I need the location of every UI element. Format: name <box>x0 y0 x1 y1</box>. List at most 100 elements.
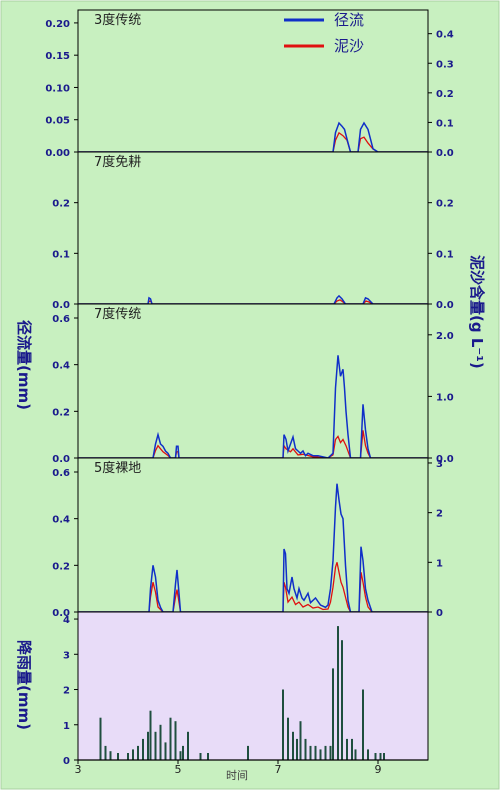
panel-4: 0.0 0.2 0.4 0.6 0 1 2 3 5度裸地 <box>52 457 443 619</box>
x-tick-label: 3 <box>75 763 82 776</box>
right-tick-label: 0.1 <box>436 249 454 260</box>
rain-bar <box>379 753 382 760</box>
rain-bar <box>351 738 353 760</box>
rain-bar <box>332 668 334 760</box>
panel-plot-area <box>77 303 429 459</box>
left-tick-label: 0.00 <box>45 148 70 159</box>
right-tick-label: 2.0 <box>436 331 454 342</box>
left-tick-label: 0.0 <box>52 300 70 311</box>
rain-plot-area <box>77 611 429 761</box>
rain-bar <box>147 731 149 760</box>
rain-bar <box>182 745 184 760</box>
left-tick-label: 0.0 <box>52 608 70 619</box>
panel-1: 0.00 0.05 0.10 0.15 0.20 0.0 0.1 0.2 0.3 0.4 3度传统 <box>45 9 454 159</box>
panel-title: 7度免耕 <box>94 154 141 170</box>
rain-bar <box>292 731 294 760</box>
rain-bar <box>159 724 162 760</box>
legend-label-1: 径流 <box>334 11 364 29</box>
right-tick-label: 0.0 <box>436 454 454 465</box>
rain-bar <box>154 731 157 760</box>
rain-bar <box>109 751 112 760</box>
right-tick-label: 0.2 <box>436 199 454 210</box>
rain-bar <box>367 749 369 760</box>
rain-bar <box>324 745 327 760</box>
left-tick-label: 0.10 <box>45 83 70 94</box>
panel-plot-area <box>77 151 429 305</box>
right-tick-label: 0.1 <box>436 118 454 129</box>
right-tick-label: 2 <box>436 509 443 520</box>
left-tick-label: 0.4 <box>52 515 70 526</box>
rain-bar <box>207 753 209 760</box>
rain-bar <box>374 753 377 760</box>
panel-title: 3度传统 <box>94 12 141 28</box>
x-tick-label: 9 <box>375 763 382 776</box>
rain-tick-label: 1 <box>63 721 70 732</box>
left-tick-label: 0.05 <box>45 116 70 127</box>
rain-bar <box>179 751 182 760</box>
rain-bar <box>149 710 152 760</box>
right-tick-label: 1 <box>436 558 443 569</box>
rain-bar <box>169 717 172 760</box>
left-tick-label: 0.2 <box>52 407 70 418</box>
rain-bar <box>299 721 302 760</box>
rain-bar <box>99 717 102 760</box>
rain-tick-label: 0 <box>63 756 70 767</box>
right-tick-label: 0.2 <box>436 89 454 100</box>
rain-bar <box>287 717 289 760</box>
right-tick-label: 0.0 <box>436 300 454 311</box>
rain-bar <box>309 745 312 760</box>
rain-bar <box>304 738 307 760</box>
rain-bar <box>314 745 317 760</box>
left-tick-label: 0.15 <box>45 51 70 62</box>
rain-tick-label: 2 <box>63 686 70 697</box>
right-tick-label: 0.3 <box>436 59 454 70</box>
rain-bar <box>137 745 139 760</box>
panel-title: 7度传统 <box>94 306 141 322</box>
rain-bar <box>354 749 357 760</box>
rain-bar <box>104 745 107 760</box>
rain-bar <box>199 753 202 760</box>
right-tick-label: 1.0 <box>436 392 454 403</box>
rain-tick-label: 4 <box>63 615 70 626</box>
rain-bar <box>117 753 119 760</box>
rain-bar <box>337 626 339 760</box>
runoff-series-line <box>78 355 428 459</box>
left-tick-label: 0.4 <box>52 361 70 372</box>
sediment-series-line <box>78 299 428 305</box>
rain-bar <box>329 745 332 760</box>
left-tick-label: 0.20 <box>45 19 70 30</box>
rain-bar <box>282 689 284 760</box>
rain-bar <box>341 640 343 760</box>
x-tick-label: 5 <box>175 763 182 776</box>
rain-tick-label: 3 <box>63 650 70 661</box>
left-tick-label: 0.0 <box>52 454 70 465</box>
panel-title: 5度裸地 <box>94 460 141 476</box>
panel-3: 0.0 0.2 0.4 0.6 0.0 1.0 2.0 7度传统 <box>52 303 454 465</box>
right-tick-label: 0.4 <box>436 30 454 41</box>
panel-2: 0.0 0.1 0.2 0.0 0.1 0.2 7度免耕 <box>52 151 454 311</box>
rain-bar <box>132 749 134 760</box>
left-tick-label: 0.6 <box>52 468 70 479</box>
rain-bar <box>187 731 189 760</box>
left-tick-label: 0.2 <box>52 199 70 210</box>
rain-bar <box>346 738 348 760</box>
runoff-series-line <box>78 294 428 305</box>
rain-bar <box>174 721 177 760</box>
rain-bar <box>296 738 298 760</box>
rain-bar <box>127 753 129 760</box>
rain-bar <box>142 738 144 760</box>
left-tick-label: 0.2 <box>52 561 70 572</box>
left-tick-label: 0.1 <box>52 249 70 260</box>
left-axis-label: 径流量(mm) <box>15 320 33 410</box>
right-axis-label: 泥沙含量(g L⁻¹) <box>468 255 486 369</box>
legend-label-2: 泥沙 <box>334 37 364 55</box>
right-tick-label: 0.0 <box>436 148 454 159</box>
rain-axis-label: 降雨量(mm) <box>15 640 33 730</box>
rain-bar <box>383 753 385 760</box>
rain-bar <box>319 749 322 760</box>
panel-plot-area <box>77 9 429 153</box>
right-tick-label: 3 <box>436 459 443 470</box>
